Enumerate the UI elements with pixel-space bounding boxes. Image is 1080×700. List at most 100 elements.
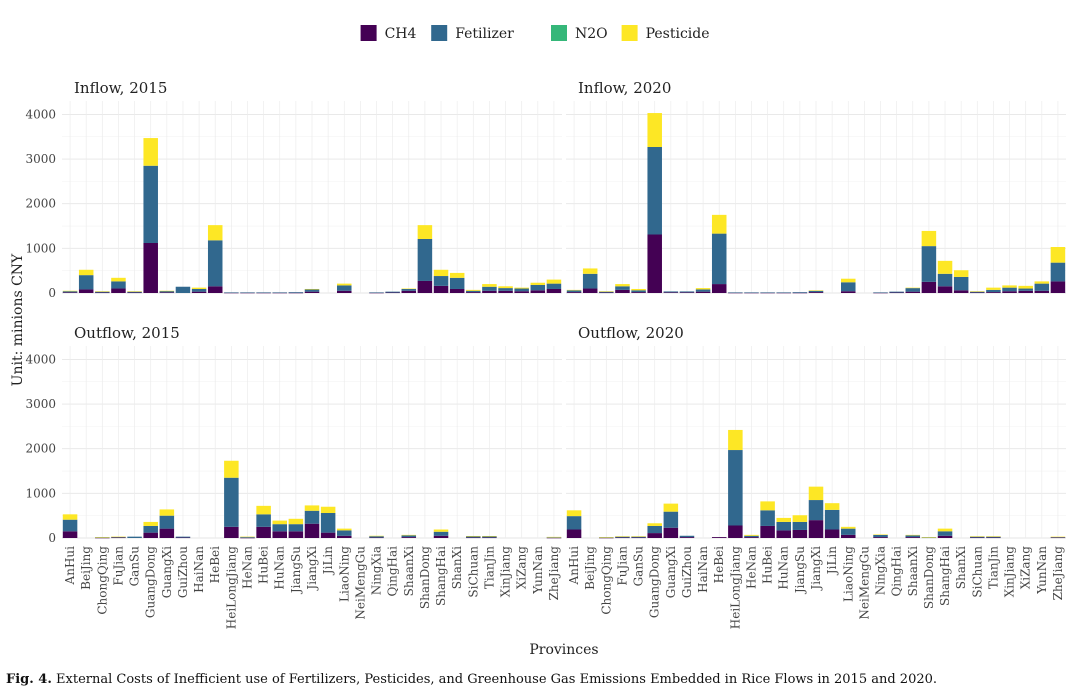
bar-ch4-chongqing xyxy=(95,292,110,294)
bar-ch4-qinghai xyxy=(889,292,904,294)
bar-fetilizer-jiangxi xyxy=(808,500,824,521)
x-tick-label: ChongQing xyxy=(599,546,613,615)
bar-ch4-heilongjiang xyxy=(728,292,743,294)
bar-ch4-tianjin xyxy=(986,292,1001,293)
bar-pesticide-henan xyxy=(240,536,255,538)
panel-title-2: Outflow, 2015 xyxy=(74,324,180,342)
bar-fetilizer-shaanxi xyxy=(905,535,921,538)
x-tick-label: QingHai xyxy=(386,546,400,597)
y-tick-label: 3000 xyxy=(25,397,56,411)
bar-ch4-hunan xyxy=(776,292,791,294)
bar-ch4-chongqing xyxy=(95,537,110,539)
legend-label-fetilizer: Fetilizer xyxy=(455,26,514,42)
bar-ch4-anhui xyxy=(62,531,78,538)
bar-ch4-liaoning xyxy=(841,534,856,538)
bar-pesticide-fujian xyxy=(111,277,126,282)
bar-ch4-fujian xyxy=(111,288,126,293)
bar-pesticide-guangdong xyxy=(143,138,158,166)
x-tick-label: YunNan xyxy=(531,546,545,595)
bar-ch4-jiangxi xyxy=(304,523,320,538)
x-tick-label: ShaanXi xyxy=(402,546,416,597)
bar-pesticide-anhui xyxy=(62,290,78,292)
bar-fetilizer-ningxia xyxy=(369,536,384,538)
bar-pesticide-hebei xyxy=(207,225,223,241)
bar-pesticide-xizang xyxy=(514,287,529,289)
bar-ch4-jilin xyxy=(320,532,336,538)
bar-fetilizer-guizhou xyxy=(175,286,191,293)
bar-ch4-qinghai xyxy=(385,292,400,294)
bar-fetilizer-yunnan xyxy=(1034,283,1050,291)
bar-fetilizer-henan xyxy=(240,292,255,293)
bar-pesticide-ningxia xyxy=(369,535,384,537)
bar-fetilizer-anhui xyxy=(566,516,582,530)
bar-ch4-shanghai xyxy=(433,285,449,293)
bar-ch4-guizhou xyxy=(679,537,695,538)
bar-fetilizer-shaanxi xyxy=(401,535,417,538)
bar-ch4-shandong xyxy=(921,281,937,293)
bar-fetilizer-qinghai xyxy=(385,291,400,293)
bar-pesticide-hebei xyxy=(711,214,727,234)
bar-pesticide-tianjin xyxy=(986,287,1001,290)
y-tick-label: 4000 xyxy=(25,352,56,366)
bar-fetilizer-liaoning xyxy=(841,282,856,292)
bar-fetilizer-xinjiang xyxy=(1002,287,1017,292)
bar-ch4-fujian xyxy=(615,289,630,293)
x-tick-label: ShangHai xyxy=(434,546,448,606)
bar-ch4-jiangxi xyxy=(808,520,824,538)
bar-fetilizer-sichuan xyxy=(970,536,985,538)
bar-ch4-guangdong xyxy=(647,234,662,293)
bar-ch4-henan xyxy=(744,292,759,294)
bar-ch4-liaoning xyxy=(841,291,856,293)
bar-fetilizer-hubei xyxy=(760,510,775,526)
bar-fetilizer-gansu xyxy=(631,290,646,293)
bar-pesticide-jiangxi xyxy=(304,505,320,511)
bar-ch4-beijing xyxy=(582,288,598,293)
bar-fetilizer-hubei xyxy=(256,514,271,527)
bar-fetilizer-hunan xyxy=(272,292,287,293)
x-tick-label: HuBei xyxy=(761,546,775,584)
bar-ch4-hubei xyxy=(256,292,271,294)
x-tick-label: XinJiang xyxy=(499,546,513,598)
bar-ch4-chongqing xyxy=(599,292,614,294)
legend-swatch-n2o xyxy=(551,25,567,41)
bar-pesticide-zhejiang xyxy=(546,536,562,538)
bar-ch4-zhejiang xyxy=(1050,281,1066,293)
bar-fetilizer-sichuan xyxy=(466,536,481,538)
bar-ch4-jiangsu xyxy=(288,531,304,538)
bar-ch4-xinjiang xyxy=(1002,291,1017,293)
x-tick-label: NingXia xyxy=(370,546,384,595)
x-tick-label: GuiZhou xyxy=(176,546,190,598)
bar-ch4-chongqing xyxy=(599,537,614,539)
panel-title-0: Inflow, 2015 xyxy=(74,79,167,97)
bar-pesticide-guangxi xyxy=(159,290,175,292)
chart-canvas: CH4 Fetilizer N2O Pesticide Inflow, 2015 0 100… xyxy=(10,25,1066,658)
bar-ch4-gansu xyxy=(631,292,646,293)
bar-ch4-zhejiang xyxy=(546,537,562,539)
bar-ch4-henan xyxy=(744,537,759,538)
bar-ch4-shaanxi xyxy=(401,290,417,293)
bar-ch4-hubei xyxy=(256,526,271,538)
y-tick-label: 2000 xyxy=(25,442,56,456)
x-tick-label: ZheJiang xyxy=(1051,546,1065,601)
bar-pesticide-hunan xyxy=(272,520,287,525)
bar-pesticide-liaoning xyxy=(841,526,856,529)
bar-ch4-shanxi xyxy=(449,288,465,293)
bar-pesticide-chongqing xyxy=(599,537,614,538)
bar-pesticide-shaanxi xyxy=(905,534,921,536)
bar-fetilizer-zhejiang xyxy=(1050,262,1066,282)
x-tick-label: JiangSu xyxy=(793,546,807,595)
bar-pesticide-fujian xyxy=(615,536,630,537)
bar-ch4-tianjin xyxy=(482,537,497,539)
bar-pesticide-sichuan xyxy=(466,535,481,537)
x-tick-label: GuangXi xyxy=(664,546,678,598)
bar-fetilizer-yunnan xyxy=(530,284,546,291)
bar-pesticide-guangdong xyxy=(647,523,662,526)
bar-fetilizer-shandong xyxy=(417,238,433,281)
bar-ch4-henan xyxy=(240,537,255,539)
bar-fetilizer-xizang xyxy=(514,288,529,292)
bar-fetilizer-jiangxi xyxy=(304,510,320,524)
bar-ch4-hebei xyxy=(711,537,727,538)
bar-ch4-liaoning xyxy=(337,290,352,293)
bar-ch4-guangxi xyxy=(663,292,679,293)
x-tick-label: GuangDong xyxy=(648,546,662,618)
